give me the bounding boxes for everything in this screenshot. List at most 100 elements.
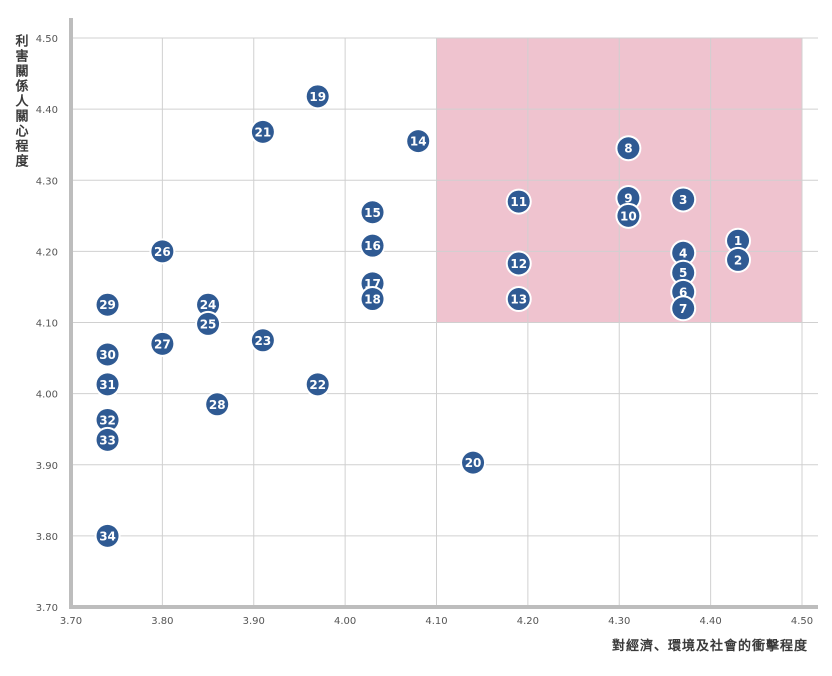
- point-label: 21: [255, 125, 272, 139]
- point-marker: [672, 188, 695, 211]
- point-marker: [462, 451, 485, 474]
- data-point: 19: [304, 83, 331, 110]
- data-point: 23: [249, 327, 276, 354]
- y-tick-label: 4.20: [36, 247, 58, 258]
- data-point: 8: [615, 135, 642, 162]
- data-point: 1: [725, 227, 752, 254]
- point-marker: [306, 373, 329, 396]
- data-point: 4: [670, 239, 697, 266]
- x-tick-label: 3.70: [60, 616, 82, 627]
- x-tick-label: 3.80: [151, 616, 173, 627]
- data-point: 28: [204, 391, 231, 418]
- point-label: 19: [309, 90, 326, 104]
- point-marker: [151, 240, 174, 263]
- point-label: 2: [734, 253, 742, 267]
- data-point: 2: [725, 246, 752, 273]
- data-point: 25: [195, 310, 222, 337]
- point-marker: [407, 130, 430, 153]
- point-label: 28: [209, 398, 226, 412]
- point-label: 23: [255, 334, 272, 348]
- point-label: 24: [200, 298, 217, 312]
- point-label: 29: [99, 298, 116, 312]
- data-point: 13: [505, 286, 532, 313]
- point-label: 4: [679, 246, 687, 260]
- y-tick-label: 3.70: [36, 603, 58, 614]
- x-tick-label: 4.00: [334, 616, 356, 627]
- point-label: 33: [99, 433, 116, 447]
- point-label: 15: [364, 206, 381, 220]
- x-tick-label: 4.40: [699, 616, 721, 627]
- point-label: 26: [154, 245, 171, 259]
- point-marker: [96, 428, 119, 451]
- point-label: 1: [734, 234, 742, 248]
- point-marker: [251, 329, 274, 352]
- point-label: 18: [364, 293, 381, 307]
- data-point: 27: [149, 330, 176, 357]
- point-marker: [197, 293, 220, 316]
- data-point: 14: [405, 128, 432, 155]
- y-tick-label: 3.90: [36, 461, 58, 472]
- x-tick-label: 3.90: [243, 616, 265, 627]
- data-point: 32: [94, 406, 121, 433]
- data-point: 29: [94, 291, 121, 318]
- data-point: 34: [94, 522, 121, 549]
- point-marker: [361, 234, 384, 257]
- data-point: 20: [460, 449, 487, 476]
- point-label: 14: [410, 135, 427, 149]
- point-label: 12: [510, 257, 527, 271]
- data-points: 1234567891011121314151617181920212223242…: [94, 83, 752, 549]
- point-label: 32: [99, 413, 116, 427]
- x-tick-label: 4.20: [517, 616, 539, 627]
- point-label: 3: [679, 193, 687, 207]
- y-tick-label: 3.80: [36, 532, 58, 543]
- point-label: 8: [624, 142, 632, 156]
- point-marker: [96, 524, 119, 547]
- point-label: 27: [154, 337, 171, 351]
- data-point: 7: [670, 295, 697, 322]
- point-label: 10: [620, 209, 637, 223]
- point-marker: [727, 248, 750, 271]
- point-label: 22: [309, 378, 326, 392]
- data-point: 21: [249, 118, 276, 145]
- data-point: 10: [615, 202, 642, 229]
- y-tick-label: 4.40: [36, 105, 58, 116]
- data-point: 3: [670, 186, 697, 213]
- point-marker: [507, 288, 530, 311]
- point-label: 20: [465, 456, 482, 470]
- data-point: 26: [149, 238, 176, 265]
- data-point: 24: [195, 291, 222, 318]
- y-tick-label: 4.10: [36, 319, 58, 330]
- point-label: 9: [624, 192, 632, 206]
- point-marker: [507, 190, 530, 213]
- point-marker: [672, 241, 695, 264]
- point-label: 13: [510, 293, 527, 307]
- y-tick-label: 4.50: [36, 34, 58, 45]
- point-label: 31: [99, 378, 116, 392]
- point-label: 16: [364, 239, 381, 253]
- point-marker: [361, 288, 384, 311]
- point-label: 11: [510, 195, 527, 209]
- data-point: 22: [304, 371, 331, 398]
- point-marker: [306, 85, 329, 108]
- point-label: 6: [679, 285, 687, 299]
- axes: [69, 18, 818, 609]
- point-marker: [507, 252, 530, 275]
- y-tick-labels: 3.70 3.80 3.90 4.00 4.10 4.20 4.30 4.40 4.50: [36, 34, 58, 614]
- x-tick-labels: 3.70 3.80 3.90 4.00 4.10 4.20 4.30 4.40 4.50: [60, 616, 813, 627]
- point-marker: [197, 312, 220, 335]
- point-label: 30: [99, 348, 116, 362]
- point-marker: [617, 204, 640, 227]
- point-label: 25: [200, 317, 217, 331]
- point-marker: [251, 120, 274, 143]
- data-point: 11: [505, 188, 532, 215]
- point-label: 7: [679, 302, 687, 316]
- data-point: 33: [94, 426, 121, 453]
- y-tick-label: 4.00: [36, 390, 58, 401]
- data-point: 15: [359, 199, 386, 226]
- point-marker: [206, 393, 229, 416]
- point-marker: [361, 201, 384, 224]
- data-point: 31: [94, 371, 121, 398]
- point-marker: [672, 261, 695, 284]
- x-tick-label: 4.10: [425, 616, 447, 627]
- data-point: 30: [94, 341, 121, 368]
